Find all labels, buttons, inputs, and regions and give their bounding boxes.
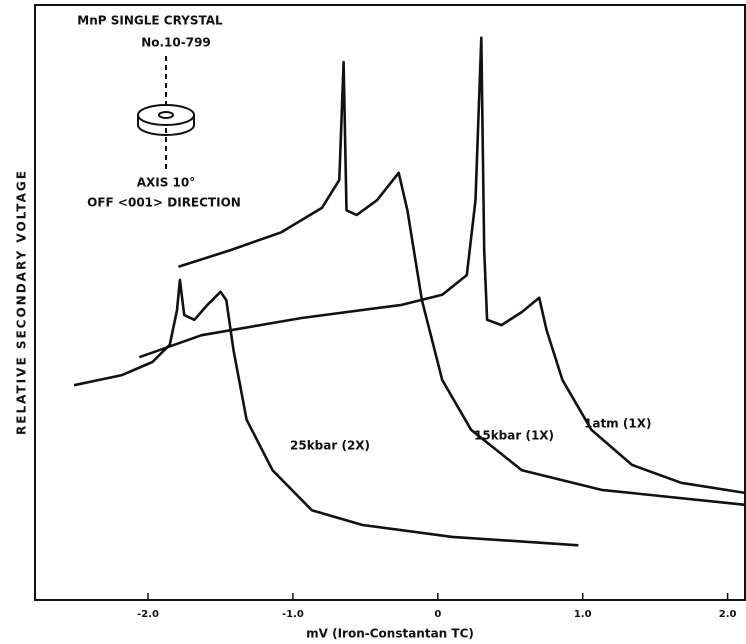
x-tick-label: -2.0 — [137, 609, 159, 620]
curve — [138, 36, 746, 495]
series-label: 1atm (1X) — [584, 417, 651, 431]
series-label: 25kbar (2X) — [290, 439, 370, 453]
annotation: AXIS 10° — [137, 176, 196, 190]
x-tick-label: 1.0 — [574, 609, 592, 620]
y-axis-label: RELATIVE SECONDARY VOLTAGE — [15, 169, 29, 435]
x-tick-label: -1.0 — [282, 609, 304, 620]
plot-frame — [34, 4, 746, 601]
annotation: MnP SINGLE CRYSTAL — [77, 14, 223, 28]
x-tick-label: 2.0 — [719, 609, 737, 620]
x-axis-label: mV (Iron-Constantan TC) — [306, 627, 474, 641]
curve — [178, 60, 746, 507]
crystal-icon — [137, 56, 195, 170]
series-label: 15kbar (1X) — [474, 429, 554, 443]
annotation: OFF <001> DIRECTION — [87, 196, 241, 210]
x-tick-label: 0 — [434, 609, 441, 620]
annotation: No.10-799 — [141, 36, 211, 50]
curve — [73, 278, 579, 547]
